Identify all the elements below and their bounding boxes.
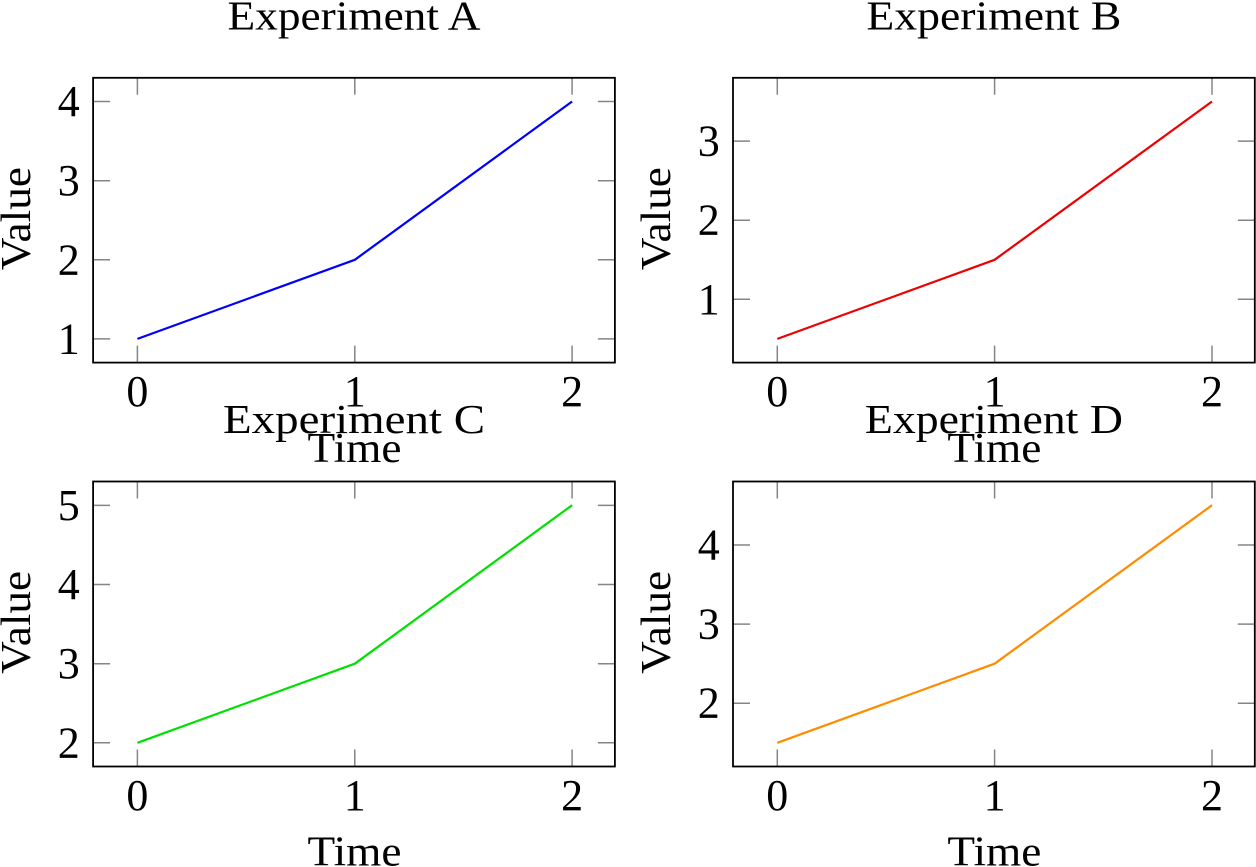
svg-text:0: 0	[766, 771, 788, 820]
svg-text:3: 3	[58, 639, 80, 688]
svg-text:4: 4	[58, 77, 80, 126]
svg-text:1: 1	[984, 367, 1006, 416]
svg-text:Time: Time	[308, 426, 402, 472]
svg-text:2: 2	[561, 367, 583, 416]
svg-text:3: 3	[698, 117, 720, 166]
svg-text:1: 1	[698, 275, 720, 324]
svg-text:Time: Time	[308, 830, 402, 867]
svg-text:Experiment D: Experiment D	[865, 396, 1123, 442]
svg-text:5: 5	[58, 481, 80, 530]
svg-text:0: 0	[766, 367, 788, 416]
svg-text:2: 2	[58, 235, 80, 284]
svg-text:3: 3	[58, 156, 80, 205]
svg-text:2: 2	[1201, 367, 1223, 416]
svg-text:Time: Time	[947, 426, 1041, 472]
svg-text:4: 4	[58, 560, 80, 609]
svg-text:3: 3	[698, 600, 720, 649]
svg-text:2: 2	[561, 771, 583, 820]
svg-text:Experiment B: Experiment B	[866, 0, 1121, 38]
svg-text:4: 4	[698, 521, 720, 570]
svg-text:1: 1	[984, 771, 1006, 820]
svg-text:Value: Value	[0, 167, 40, 270]
svg-text:2: 2	[58, 718, 80, 767]
svg-text:Value: Value	[634, 571, 680, 674]
svg-text:Value: Value	[0, 571, 40, 674]
svg-text:0: 0	[126, 367, 148, 416]
svg-text:1: 1	[58, 314, 80, 363]
svg-text:Experiment A: Experiment A	[228, 0, 481, 38]
svg-text:1: 1	[344, 367, 366, 416]
svg-text:Experiment C: Experiment C	[223, 396, 485, 442]
svg-text:Time: Time	[947, 830, 1041, 867]
svg-text:2: 2	[1201, 771, 1223, 820]
svg-text:2: 2	[698, 196, 720, 245]
svg-text:0: 0	[126, 771, 148, 820]
svg-text:1: 1	[344, 771, 366, 820]
svg-text:2: 2	[698, 679, 720, 728]
svg-text:Value: Value	[634, 167, 680, 270]
